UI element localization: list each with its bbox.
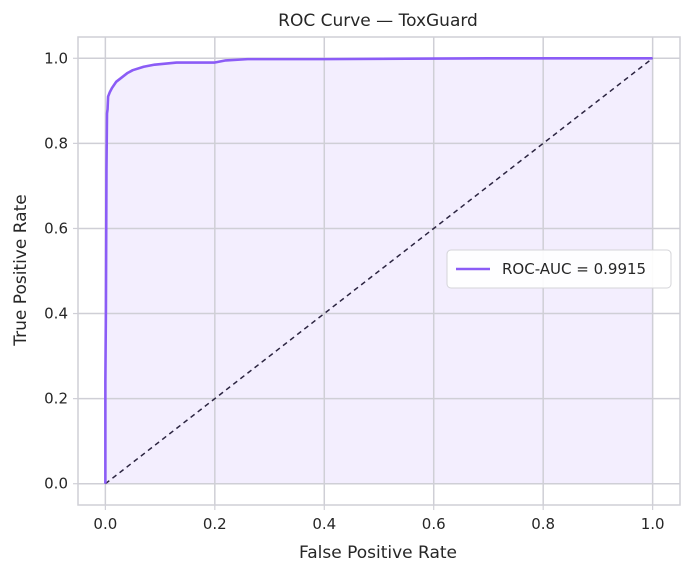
chance-diagonal-line <box>104 57 654 485</box>
x-tick-label: 0.2 <box>203 515 227 533</box>
x-tick-label: 0.6 <box>422 515 446 533</box>
y-tick-label: 0.4 <box>44 305 68 323</box>
axes-frame <box>77 36 681 506</box>
legend: ROC-AUC = 0.9915 <box>446 249 672 289</box>
y-tick-label: 0.0 <box>44 475 68 493</box>
x-tick-label: 1.0 <box>641 515 665 533</box>
chart-title: ROC Curve — ToxGuard <box>278 11 478 31</box>
roc-curve-line <box>104 56 653 484</box>
y-tick-label: 1.0 <box>44 49 68 67</box>
y-tick-label: 0.2 <box>44 390 68 408</box>
x-tick-label: 0.4 <box>312 515 336 533</box>
x-tick-label: 0.0 <box>93 515 117 533</box>
y-tick-label: 0.8 <box>44 134 68 152</box>
legend-label-roc: ROC-AUC = 0.9915 <box>502 260 646 278</box>
legend-box <box>446 249 672 289</box>
x-tick-label: 0.8 <box>531 515 555 533</box>
x-axis-label: False Positive Rate <box>299 543 457 563</box>
y-tick-label: 0.6 <box>44 219 68 237</box>
y-axis-label: True Positive Rate <box>11 194 31 346</box>
